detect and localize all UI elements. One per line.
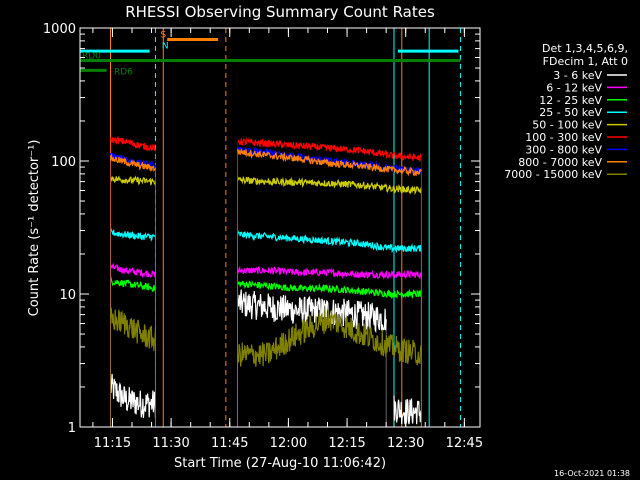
- axes: 1 10 100 1000 11:15 11:30 11:45 12:00 12:15 12:30…: [43, 22, 483, 451]
- series-line: [237, 175, 422, 196]
- legend-header: Det 1,3,4,5,6,9,: [542, 42, 628, 55]
- legend-entry: 25 - 50 keV: [539, 106, 602, 119]
- y-tick-label: 1: [68, 421, 76, 436]
- series-line: [237, 229, 422, 254]
- chart-title: RHESSI Observing Summary Count Rates: [125, 3, 435, 21]
- series-line: [109, 153, 157, 173]
- series-line: [109, 275, 156, 293]
- legend-entry: 300 - 800 keV: [525, 143, 602, 156]
- series-line: [109, 373, 157, 418]
- series-line: [237, 136, 422, 162]
- series-line: [237, 289, 387, 334]
- series-line: [237, 265, 422, 280]
- series-lines: [109, 135, 422, 427]
- flag-marker: S: [160, 30, 166, 40]
- y-tick-label: 10: [59, 288, 76, 303]
- series-line: [109, 262, 157, 279]
- legend-entry: 800 - 7000 keV: [518, 156, 602, 169]
- legend-entry: 100 - 300 keV: [525, 131, 602, 144]
- series-line: [393, 395, 422, 425]
- legend-entry: 7000 - 15000 keV: [504, 168, 602, 181]
- y-axis-label: Count Rate (s⁻¹ detector⁻¹): [27, 140, 42, 317]
- flag-label: RD0: [82, 51, 101, 61]
- series-line: [237, 279, 422, 300]
- series-line: [109, 227, 156, 242]
- legend-header: FDecim 1, Att 0: [543, 55, 628, 68]
- x-tick-label: 12:00: [270, 436, 307, 451]
- footer-timestamp: 16-Oct-2021 01:38: [554, 469, 630, 478]
- x-tick-label: 12:45: [446, 436, 483, 451]
- x-axis-label: Start Time (27-Aug-10 11:06:42): [174, 456, 386, 471]
- flag-marker: N: [162, 42, 169, 52]
- series-line: [109, 175, 156, 186]
- x-tick-label: 12:15: [328, 436, 365, 451]
- y-tick-label: 1000: [43, 22, 76, 37]
- x-tick-label: 11:45: [211, 436, 248, 451]
- y-tick-label: 100: [51, 155, 76, 170]
- x-tick-label: 11:15: [94, 436, 131, 451]
- legend-entry: 50 - 100 keV: [532, 119, 602, 132]
- x-tick-label: 12:30: [387, 436, 424, 451]
- legend: Det 1,3,4,5,6,9,FDecim 1, Att 03 - 6 keV…: [504, 42, 628, 181]
- legend-entry: 3 - 6 keV: [553, 69, 602, 82]
- plot-frame: [79, 27, 481, 428]
- x-tick-label: 11:30: [152, 436, 189, 451]
- series-line: [237, 309, 422, 367]
- series-line: [237, 148, 422, 177]
- series-line: [109, 135, 156, 152]
- flag-label: RD6: [114, 67, 133, 77]
- flag-bars: RD0 RD6 SN: [80, 30, 461, 77]
- legend-entry: 12 - 25 keV: [539, 94, 602, 107]
- series-line: [109, 307, 157, 351]
- legend-entry: 6 - 12 keV: [546, 81, 602, 94]
